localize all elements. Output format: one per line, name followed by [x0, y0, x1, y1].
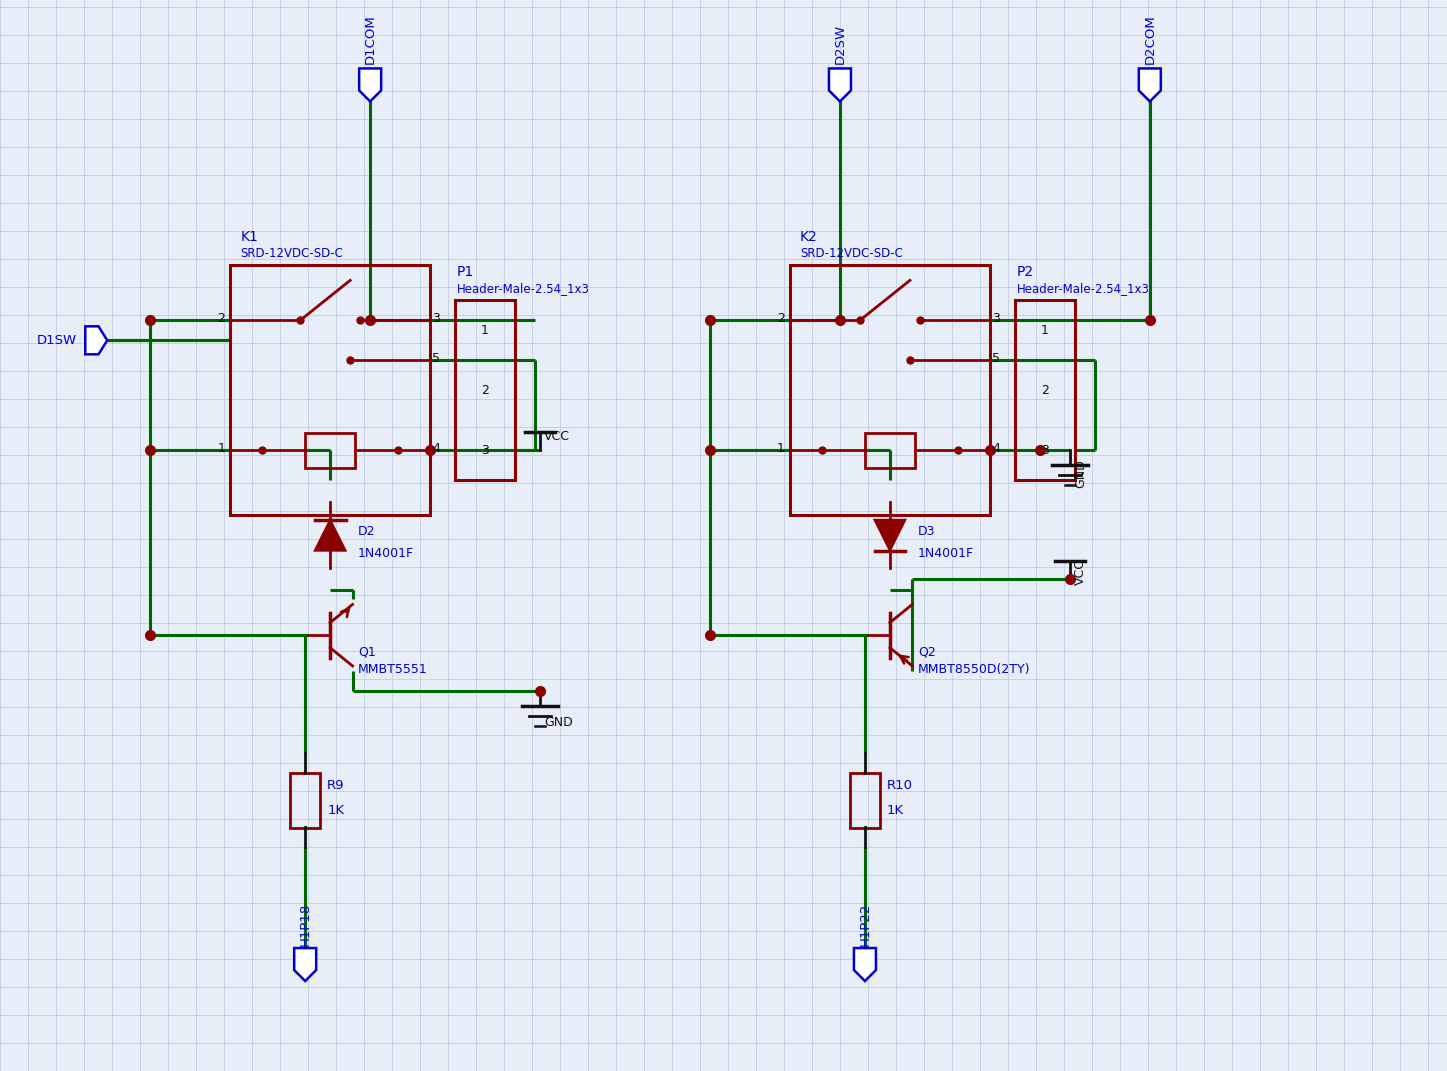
- Text: D2: D2: [359, 525, 376, 539]
- Text: 1: 1: [482, 323, 489, 336]
- Text: Q2: Q2: [917, 645, 936, 659]
- Text: MMBT8550D(2TY): MMBT8550D(2TY): [917, 663, 1030, 676]
- Text: R10: R10: [887, 779, 913, 791]
- Text: 1N4001F: 1N4001F: [359, 547, 414, 560]
- Text: 1: 1: [217, 442, 226, 455]
- Text: D3: D3: [917, 525, 935, 539]
- Text: 3: 3: [991, 313, 1000, 326]
- Text: D1COM: D1COM: [363, 15, 376, 64]
- Text: K1: K1: [240, 230, 258, 244]
- Polygon shape: [829, 69, 851, 102]
- Bar: [291, 773, 320, 828]
- Text: SRD-12VDC-SD-C: SRD-12VDC-SD-C: [240, 247, 343, 260]
- Text: 2: 2: [217, 313, 226, 326]
- Text: 5: 5: [433, 352, 440, 365]
- Bar: [865, 434, 915, 468]
- Text: 4: 4: [433, 442, 440, 455]
- Text: D1SW: D1SW: [38, 334, 77, 347]
- Text: Header-Male-2.54_1x3: Header-Male-2.54_1x3: [1017, 283, 1150, 296]
- Polygon shape: [359, 69, 381, 102]
- Text: 1: 1: [1040, 323, 1049, 336]
- Text: 4: 4: [991, 442, 1000, 455]
- Polygon shape: [294, 948, 317, 981]
- Text: R9: R9: [327, 779, 344, 791]
- Bar: [456, 300, 515, 480]
- Bar: [230, 266, 430, 515]
- Text: 1K: 1K: [887, 803, 904, 816]
- Text: VCC: VCC: [1074, 559, 1087, 586]
- Text: GND: GND: [544, 715, 573, 729]
- Bar: [1014, 300, 1075, 480]
- Text: 1: 1: [777, 442, 784, 455]
- Text: K2: K2: [800, 230, 818, 244]
- Polygon shape: [1139, 69, 1160, 102]
- Text: 3: 3: [482, 443, 489, 456]
- Text: H1P18: H1P18: [298, 903, 311, 946]
- Text: P2: P2: [1017, 266, 1035, 280]
- Text: SRD-12VDC-SD-C: SRD-12VDC-SD-C: [800, 247, 903, 260]
- Text: GND: GND: [1074, 459, 1087, 488]
- Polygon shape: [85, 327, 107, 355]
- Text: 3: 3: [1040, 443, 1049, 456]
- Text: Header-Male-2.54_1x3: Header-Male-2.54_1x3: [457, 283, 590, 296]
- Text: 2: 2: [1040, 383, 1049, 396]
- Text: VCC: VCC: [544, 431, 570, 443]
- Text: D2SW: D2SW: [833, 25, 846, 64]
- Polygon shape: [315, 519, 346, 550]
- Bar: [790, 266, 990, 515]
- Text: 3: 3: [433, 313, 440, 326]
- Text: D2COM: D2COM: [1143, 15, 1156, 64]
- Text: MMBT5551: MMBT5551: [359, 663, 428, 676]
- Text: 5: 5: [991, 352, 1000, 365]
- Polygon shape: [874, 519, 906, 550]
- Text: Q1: Q1: [359, 645, 376, 659]
- Text: 1K: 1K: [327, 803, 344, 816]
- Bar: [305, 434, 355, 468]
- Text: 2: 2: [482, 383, 489, 396]
- Text: 2: 2: [777, 313, 784, 326]
- Text: H1P22: H1P22: [858, 903, 871, 946]
- Bar: [849, 773, 880, 828]
- Text: 1N4001F: 1N4001F: [917, 547, 974, 560]
- Text: P1: P1: [457, 266, 475, 280]
- Polygon shape: [854, 948, 875, 981]
